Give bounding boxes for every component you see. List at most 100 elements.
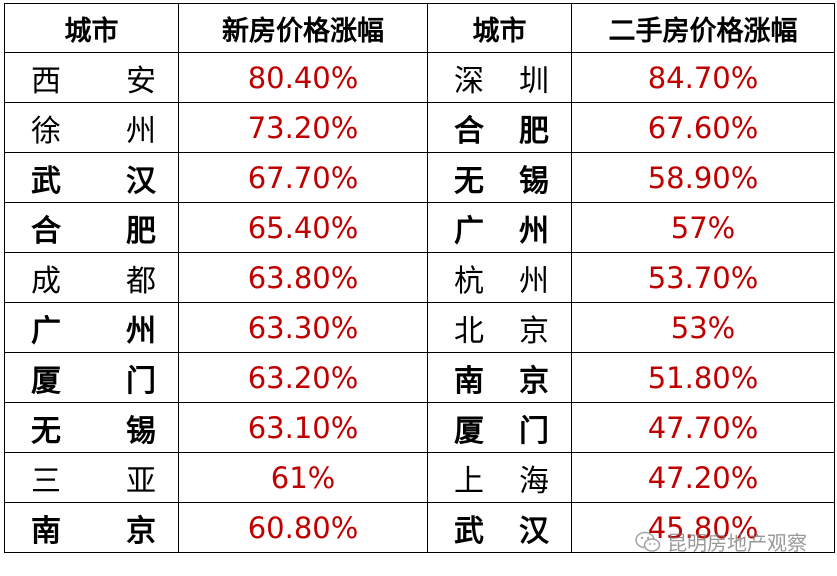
used-house-growth-cell: 53.70% — [571, 252, 835, 303]
header-used-house-growth: 二手房价格涨幅 — [571, 3, 835, 53]
city-char: 肥 — [519, 113, 549, 149]
city-char: 武 — [454, 513, 484, 549]
city-char: 合 — [454, 113, 484, 149]
city-char: 无 — [454, 163, 484, 199]
city-used-cell: 深圳 — [427, 52, 572, 103]
table-row: 三亚 61% 上海 47.20% — [4, 452, 835, 503]
city-used-cell: 合肥 — [427, 102, 572, 153]
new-house-growth-cell: 63.80% — [178, 252, 428, 303]
city-char: 门 — [126, 363, 156, 399]
city-char: 州 — [519, 263, 549, 299]
new-house-growth-cell: 61% — [178, 452, 428, 503]
city-new-cell: 无锡 — [4, 402, 179, 453]
used-house-growth-cell: 47.20% — [571, 452, 835, 503]
city-char: 合 — [31, 213, 61, 249]
used-house-growth-cell: 51.80% — [571, 352, 835, 403]
city-new-cell: 武汉 — [4, 152, 179, 203]
city-used-cell: 上海 — [427, 452, 572, 503]
city-used-cell: 杭州 — [427, 252, 572, 303]
city-char: 徐 — [31, 113, 61, 149]
city-new-cell: 广州 — [4, 302, 179, 353]
price-growth-table: 城市 新房价格涨幅 城市 二手房价格涨幅 西安 80.40% 深圳 84.70% 徐州 7… — [4, 3, 835, 553]
city-char: 北 — [454, 313, 484, 349]
new-house-growth-cell: 63.10% — [178, 402, 428, 453]
city-char: 州 — [126, 113, 156, 149]
new-house-growth-cell: 67.70% — [178, 152, 428, 203]
city-char: 广 — [31, 313, 61, 349]
city-new-cell: 南京 — [4, 502, 179, 553]
city-char: 武 — [31, 163, 61, 199]
city-char: 锡 — [519, 163, 549, 199]
city-char: 海 — [519, 463, 549, 499]
city-new-cell: 西安 — [4, 52, 179, 103]
city-char: 京 — [126, 513, 156, 549]
city-char: 肥 — [126, 213, 156, 249]
new-house-growth-cell: 65.40% — [178, 202, 428, 253]
city-new-cell: 合肥 — [4, 202, 179, 253]
table-body: 西安 80.40% 深圳 84.70% 徐州 73.20% 合肥 67.60% 武汉 67.70%… — [4, 52, 835, 553]
city-used-cell: 无锡 — [427, 152, 572, 203]
new-house-growth-cell: 80.40% — [178, 52, 428, 103]
city-new-cell: 三亚 — [4, 452, 179, 503]
new-house-growth-cell: 63.20% — [178, 352, 428, 403]
new-house-growth-cell: 63.30% — [178, 302, 428, 353]
city-char: 西 — [31, 63, 61, 99]
city-char: 京 — [519, 313, 549, 349]
city-char: 杭 — [454, 263, 484, 299]
city-char: 京 — [519, 363, 549, 399]
city-used-cell: 北京 — [427, 302, 572, 353]
city-char: 门 — [519, 413, 549, 449]
table-row: 武汉 67.70% 无锡 58.90% — [4, 152, 835, 203]
new-house-growth-cell: 60.80% — [178, 502, 428, 553]
city-char: 亚 — [126, 463, 156, 499]
used-house-growth-cell: 57% — [571, 202, 835, 253]
table-row: 厦门 63.20% 南京 51.80% — [4, 352, 835, 403]
used-house-growth-cell: 53% — [571, 302, 835, 353]
city-char: 上 — [454, 463, 484, 499]
city-char: 都 — [126, 263, 156, 299]
used-house-growth-cell: 84.70% — [571, 52, 835, 103]
city-new-cell: 厦门 — [4, 352, 179, 403]
city-char: 深 — [454, 63, 484, 99]
watermark: 昆明房地产观察 — [635, 527, 807, 556]
city-char: 厦 — [31, 363, 61, 399]
header-city-new: 城市 — [4, 3, 179, 53]
city-new-cell: 徐州 — [4, 102, 179, 153]
city-char: 广 — [454, 213, 484, 249]
city-used-cell: 南京 — [427, 352, 572, 403]
header-city-used: 城市 — [427, 3, 572, 53]
city-char: 锡 — [126, 413, 156, 449]
city-used-cell: 广州 — [427, 202, 572, 253]
watermark-text: 昆明房地产观察 — [667, 531, 807, 555]
used-house-growth-cell: 47.70% — [571, 402, 835, 453]
city-new-cell: 成都 — [4, 252, 179, 303]
city-char: 南 — [31, 513, 61, 549]
city-char: 汉 — [519, 513, 549, 549]
table-row: 合肥 65.40% 广州 57% — [4, 202, 835, 253]
city-char: 州 — [519, 213, 549, 249]
table-row: 广州 63.30% 北京 53% — [4, 302, 835, 353]
city-char: 安 — [126, 63, 156, 99]
wechat-icon — [635, 529, 661, 555]
table-row: 西安 80.40% 深圳 84.70% — [4, 52, 835, 103]
new-house-growth-cell: 73.20% — [178, 102, 428, 153]
city-char: 三 — [31, 463, 61, 499]
used-house-growth-cell: 58.90% — [571, 152, 835, 203]
city-char: 圳 — [519, 63, 549, 99]
used-house-growth-cell: 67.60% — [571, 102, 835, 153]
city-char: 汉 — [126, 163, 156, 199]
table-header-row: 城市 新房价格涨幅 城市 二手房价格涨幅 — [4, 3, 835, 53]
header-new-house-growth: 新房价格涨幅 — [178, 3, 428, 53]
table-row: 无锡 63.10% 厦门 47.70% — [4, 402, 835, 453]
city-char: 厦 — [454, 413, 484, 449]
city-char: 成 — [31, 263, 61, 299]
table-row: 南京 60.80% 武汉 45.80% — [4, 502, 835, 553]
table-row: 徐州 73.20% 合肥 67.60% — [4, 102, 835, 153]
city-char: 无 — [31, 413, 61, 449]
city-char: 州 — [126, 313, 156, 349]
city-char: 南 — [454, 363, 484, 399]
table-row: 成都 63.80% 杭州 53.70% — [4, 252, 835, 303]
city-used-cell: 武汉 — [427, 502, 572, 553]
used-house-growth-cell: 45.80% — [571, 502, 835, 553]
city-used-cell: 厦门 — [427, 402, 572, 453]
